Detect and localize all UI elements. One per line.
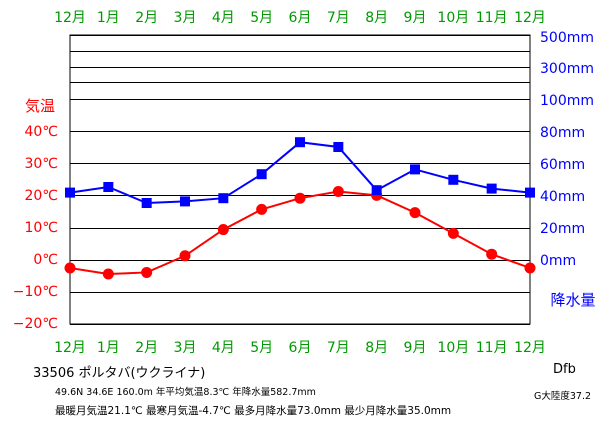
month-label-bottom: 10月 xyxy=(437,340,469,356)
precipitation-point xyxy=(65,187,75,198)
month-label-bottom: 12月 xyxy=(514,340,546,356)
temp-tick-label: −10℃ xyxy=(13,284,58,300)
temperature-point xyxy=(294,192,306,204)
precip-tick-label: 20mm xyxy=(540,221,585,237)
temperature-point xyxy=(141,266,153,278)
month-label-bottom: 7月 xyxy=(327,340,350,356)
month-label-top: 6月 xyxy=(289,10,312,26)
month-label-bottom: 12月 xyxy=(54,340,86,356)
precipitation-point xyxy=(256,169,267,180)
temperature-line xyxy=(69,190,531,276)
temperature-point xyxy=(486,248,498,260)
precip-tick-label: 40mm xyxy=(540,189,585,205)
precipitation-point xyxy=(525,187,535,198)
temp-tick-label: 20℃ xyxy=(24,188,58,204)
temperature-point xyxy=(179,250,191,262)
precipitation-point xyxy=(486,183,497,194)
month-label-top: 12月 xyxy=(54,10,86,26)
axis-layer: 12月 12月 1月 1月 2月 2月 3月 3月 4月 4月 5月 5月 6月 6月 7月 7月 8月 8月 9月… xyxy=(13,10,594,356)
month-label-bottom: 6月 xyxy=(289,340,312,356)
temperature-point xyxy=(64,262,76,274)
temperature-point xyxy=(332,185,344,197)
temp-tick-label: 40℃ xyxy=(24,124,58,140)
precipitation-axis-label: 降水量 xyxy=(550,291,595,309)
temp-tick-label: 0℃ xyxy=(33,252,58,268)
temp-tick-label: 10℃ xyxy=(24,220,58,236)
precipitation-point xyxy=(371,185,382,196)
month-label-top: 5月 xyxy=(250,10,273,26)
month-label-top: 10月 xyxy=(437,10,469,26)
precip-tick-label: 300mm xyxy=(540,61,594,77)
precip-tick-label: 500mm xyxy=(540,30,594,46)
precipitation-point xyxy=(218,193,229,204)
precipitation-point xyxy=(103,182,114,192)
precip-tick-label: 100mm xyxy=(540,93,594,109)
month-label-top: 2月 xyxy=(135,10,158,26)
precip-tick-label: 80mm xyxy=(540,125,585,141)
month-label-bottom: 2月 xyxy=(135,340,158,356)
month-label-top: 1月 xyxy=(97,10,120,26)
plot-frame xyxy=(69,34,531,325)
temperature-point xyxy=(256,203,268,215)
month-label-bottom: 3月 xyxy=(174,340,197,356)
precipitation-point xyxy=(448,174,459,185)
precipitation-point xyxy=(410,164,420,175)
month-label-bottom: 4月 xyxy=(212,340,235,356)
grid-layer xyxy=(69,34,531,325)
temp-tick-label: 30℃ xyxy=(24,156,58,172)
month-label-bottom: 1月 xyxy=(97,340,120,356)
precip-tick-label: 0mm xyxy=(540,253,576,269)
month-label-top: 7月 xyxy=(327,10,350,26)
temp-tick-label: −20℃ xyxy=(13,316,58,332)
month-label-bottom: 8月 xyxy=(365,340,388,356)
month-label-top: 9月 xyxy=(404,10,427,26)
month-label-bottom: 9月 xyxy=(404,340,427,356)
temperature-point xyxy=(217,224,229,236)
temperature-point xyxy=(102,268,114,280)
temperature-axis-label: 気温 xyxy=(25,97,55,115)
precipitation-point xyxy=(295,137,305,148)
precipitation-point xyxy=(333,142,344,152)
month-label-top: 4月 xyxy=(212,10,235,26)
month-label-top: 3月 xyxy=(174,10,197,26)
precipitation-point xyxy=(141,198,152,208)
month-label-top: 11月 xyxy=(476,10,508,26)
precip-tick-label: 60mm xyxy=(540,157,585,173)
temperature-point xyxy=(524,262,536,274)
temperature-point xyxy=(409,207,421,219)
month-label-top: 12月 xyxy=(514,10,546,26)
precipitation-point xyxy=(180,196,190,207)
month-label-bottom: 11月 xyxy=(476,340,508,356)
temperature-point xyxy=(447,227,459,239)
month-label-bottom: 5月 xyxy=(250,340,273,356)
series-layer xyxy=(64,137,536,280)
month-label-top: 8月 xyxy=(365,10,388,26)
